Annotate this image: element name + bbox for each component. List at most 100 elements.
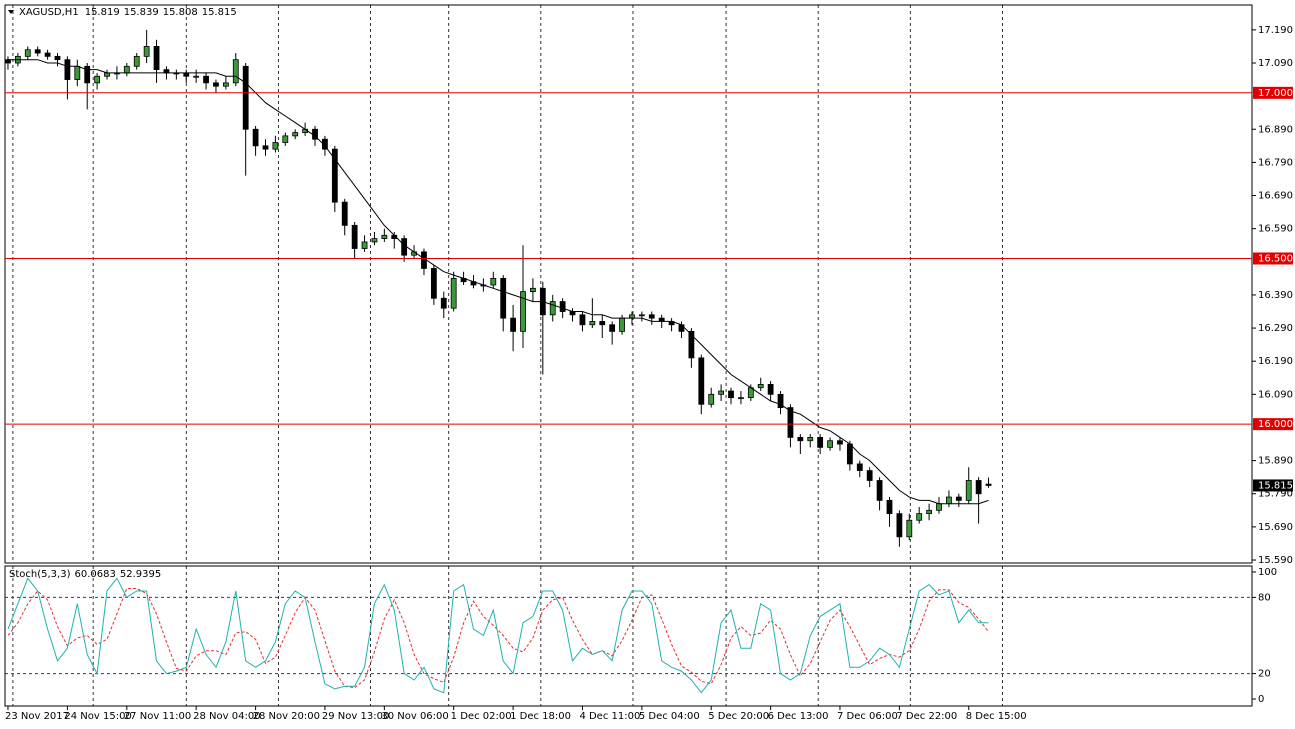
candle-body (183, 72, 190, 77)
price-frame (4, 4, 1253, 564)
candle-body (708, 393, 715, 405)
candle-body (104, 72, 110, 77)
y-tick-label: 15.590 (1258, 555, 1293, 566)
candle-body (975, 480, 982, 495)
candle-body (153, 46, 160, 71)
y-tick-label: 16.090 (1258, 389, 1293, 400)
candle-body (520, 291, 526, 332)
candle-body (599, 321, 606, 326)
y-tick-label: 15.690 (1258, 522, 1293, 533)
x-tick-label: 7 Dec 06:00 (837, 711, 898, 722)
y-tick-label: 15.890 (1258, 456, 1293, 467)
x-tick-label: 28 Nov 04:00 (193, 711, 260, 722)
level-label-box (1253, 418, 1293, 431)
x-tick-label: 8 Dec 15:00 (966, 711, 1027, 722)
candle-body (381, 234, 388, 240)
candle-body (54, 55, 61, 61)
candle-body (718, 390, 725, 395)
low: 15.808 (163, 7, 198, 18)
x-tick-label: 1 Dec 18:00 (510, 711, 571, 722)
y-tick-label: 16.190 (1258, 356, 1293, 367)
candle-body (123, 65, 130, 74)
close: 15.815 (202, 7, 237, 18)
y-tick-label: 16.290 (1258, 323, 1293, 334)
candle-body (738, 397, 744, 400)
candle-body (133, 55, 140, 67)
stoch-name: Stoch(5,3,3) (9, 569, 71, 580)
y-tick-label: 16.590 (1258, 224, 1293, 235)
candle-body (619, 317, 625, 332)
stoch-signal-value: 52.9395 (120, 569, 161, 580)
candle-body (856, 463, 863, 471)
candle-body (351, 224, 358, 249)
candle-body (213, 82, 219, 87)
candle-body (440, 297, 447, 309)
candle-body (24, 49, 31, 57)
candle-body (282, 135, 289, 143)
symbol: XAGUSD,H1 (19, 7, 79, 18)
candle-body (757, 384, 764, 389)
candle-body (203, 75, 209, 84)
level-label: 16.000 (1258, 419, 1293, 430)
candle-body (94, 75, 101, 84)
y-tick-label: 16.790 (1258, 157, 1293, 168)
candle-body (807, 437, 814, 442)
candle-body (866, 470, 873, 481)
x-tick-label: 30 Nov 06:00 (381, 711, 448, 722)
candle-body (331, 148, 338, 203)
y-tick-label: 16.390 (1258, 290, 1293, 301)
menu-arrow (8, 10, 14, 14)
candle-body (985, 483, 992, 486)
x-tick-label: 6 Dec 13:00 (768, 711, 829, 722)
x-tick-label: 5 Dec 04:00 (639, 711, 700, 722)
candle-body (837, 440, 843, 445)
candle-body (589, 321, 596, 326)
open: 15.819 (85, 7, 120, 18)
candle-body (906, 519, 913, 538)
candle-body (846, 443, 853, 465)
candle-body (946, 496, 952, 505)
candle-body (242, 65, 249, 130)
level-label-box (1253, 86, 1293, 99)
candle-body (609, 324, 616, 332)
stoch-signal (7, 588, 989, 689)
stoch-tick-label: 80 (1258, 592, 1271, 603)
y-tick-label: 17.190 (1258, 25, 1293, 36)
candle-body (430, 268, 437, 299)
stoch-tick-label: 20 (1258, 669, 1271, 680)
y-tick-label: 17.090 (1258, 58, 1293, 69)
stoch-frame (4, 565, 1253, 707)
x-tick-label: 23 Nov 2017 (5, 711, 69, 722)
candle-body (5, 59, 11, 64)
candle-body (678, 324, 685, 332)
candle-body (827, 440, 833, 448)
candle-body (510, 317, 517, 332)
candle-body (143, 46, 150, 57)
price-label: 15.815 (1258, 480, 1293, 491)
x-tick-label: 29 Nov 13:00 (322, 711, 389, 722)
candle-body (896, 513, 903, 538)
candle-body (322, 138, 328, 150)
level-label: 16.500 (1258, 253, 1293, 264)
stoch-main-value: 60.0683 (74, 569, 115, 580)
candle-body (44, 52, 51, 57)
candle-body (74, 65, 81, 80)
candle-body (222, 82, 229, 87)
candle-body (688, 330, 695, 359)
stoch-header: Stoch(5,3,3) 60.0683 52.9395 (9, 569, 161, 580)
x-tick-label: 7 Dec 22:00 (896, 711, 957, 722)
candle-body (876, 480, 883, 501)
candle-body (490, 277, 497, 286)
x-tick-label: 24 Nov 15:00 (64, 711, 131, 722)
x-tick-label: 5 Dec 20:00 (708, 711, 769, 722)
candle-body (500, 277, 507, 319)
x-tick-label: 27 Nov 11:00 (124, 711, 191, 722)
candle-body (955, 496, 962, 501)
candle-body (579, 314, 586, 326)
candle-body (916, 513, 923, 521)
moving-average (8, 59, 989, 505)
candle-body (530, 287, 536, 293)
candle-body (341, 201, 348, 226)
